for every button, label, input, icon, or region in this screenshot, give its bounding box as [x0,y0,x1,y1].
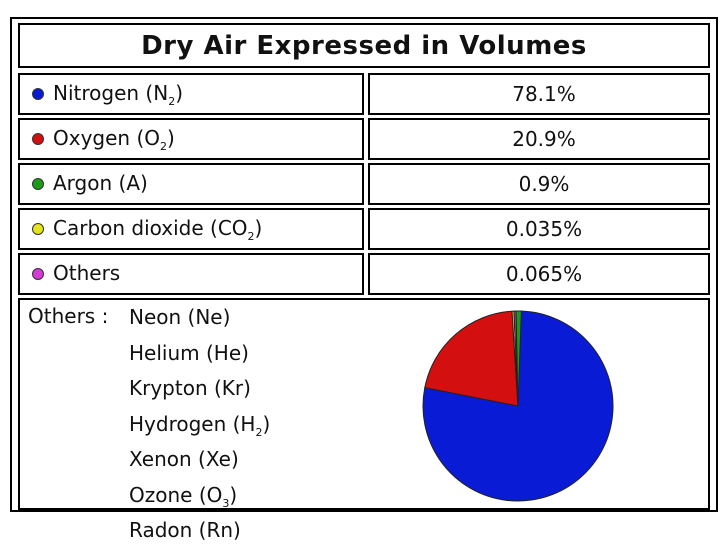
oxygen-dot-icon [32,133,44,145]
row-value-cell: 0.9% [368,163,710,205]
nitrogen-dot-icon [32,88,44,100]
row-name-cell: Carbon dioxide (CO2) [18,208,364,250]
others-panel: Others : Neon (Ne) Helium (He) Krypton (… [18,298,710,542]
row-name-cell: Oxygen (O2) [18,118,364,160]
row-label: Oxygen (O2) [53,125,175,153]
table-frame: Dry Air Expressed in Volumes Nitrogen (N… [10,17,718,542]
argon-dot-icon [32,178,44,190]
row-value: 20.9% [512,127,576,151]
row-value-cell: 0.065% [368,253,710,295]
others-list: Neon (Ne) Helium (He) Krypton (Kr) Hydro… [129,304,270,553]
pie-slice-oxygen [424,310,519,407]
row-value-cell: 20.9% [368,118,710,160]
row-value-cell: 78.1% [368,73,710,115]
row-value: 0.065% [505,262,583,286]
others-list-item: Neon (Ne) [129,305,231,329]
page-title: Dry Air Expressed in Volumes [141,30,587,61]
others-list-item: Xenon (Xe) [129,447,239,471]
row-value: 0.9% [518,172,570,196]
pie-slice-argon [515,310,522,407]
row-value-cell: 0.035% [368,208,710,250]
title-cell: Dry Air Expressed in Volumes [18,23,710,68]
carbon-dioxide-dot-icon [32,223,44,235]
row-name-cell: Argon (A) [18,163,364,205]
row-label: Argon (A) [53,170,148,195]
row-value: 78.1% [512,82,576,106]
others-dot-icon [32,268,44,280]
others-heading: Others : [28,304,109,328]
row-label: Others [53,260,121,285]
row-label: Carbon dioxide (CO2) [53,215,263,243]
row-name-cell: Others [18,253,364,295]
others-list-item: Helium (He) [129,340,249,365]
others-list-item: Radon (Rn) [129,518,241,542]
row-name-cell: Nitrogen (N2) [18,73,364,115]
others-list-item: Krypton (Kr) [129,376,251,400]
row-value: 0.035% [505,217,583,241]
row-label: Nitrogen (N2) [53,80,183,108]
others-list-item: Ozone (O3) [129,482,238,510]
composition-pie-chart [422,310,614,502]
others-list-item: Hydrogen (H2) [129,411,271,439]
